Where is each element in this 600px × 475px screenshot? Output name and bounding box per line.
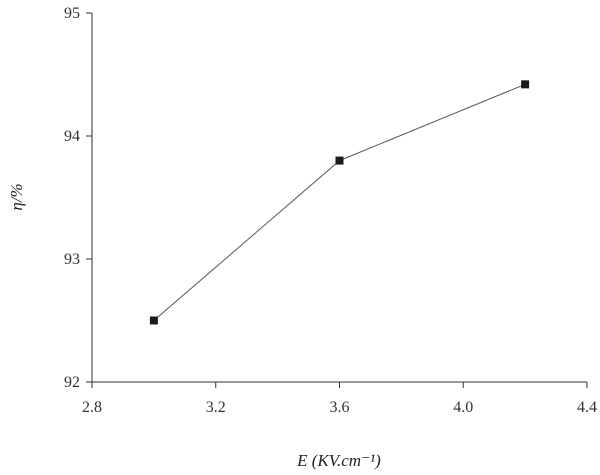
x-tick-label: 4.4 [577, 399, 597, 416]
axes [92, 13, 587, 382]
x-ticks: 2.8 3.2 3.6 4.0 4.4 [82, 382, 597, 416]
y-axis-label: η/% [7, 183, 26, 210]
x-axis-label: E (KV.cm⁻¹) [296, 451, 381, 470]
data-point [336, 157, 344, 165]
data-point [150, 317, 158, 325]
series-line [154, 84, 525, 320]
y-tick-label: 94 [64, 128, 80, 145]
y-tick-label: 95 [64, 5, 80, 22]
x-tick-label: 2.8 [82, 399, 102, 416]
y-ticks: 92 93 94 95 [64, 5, 92, 391]
data-point [521, 80, 529, 88]
x-tick-label: 4.0 [453, 399, 473, 416]
x-tick-label: 3.6 [330, 399, 350, 416]
x-tick-label: 3.2 [206, 399, 226, 416]
series [150, 80, 529, 324]
y-tick-label: 92 [64, 374, 80, 391]
y-tick-label: 93 [64, 251, 80, 268]
